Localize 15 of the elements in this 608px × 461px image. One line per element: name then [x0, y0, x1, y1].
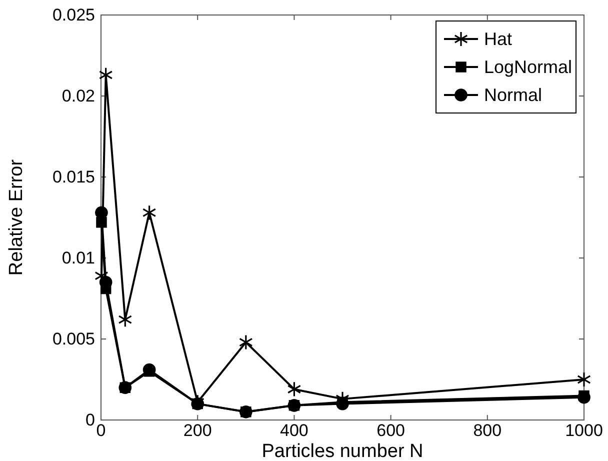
x-tick-label: 400: [280, 421, 308, 440]
y-tick-label: 0.005: [52, 329, 95, 348]
y-axis-title: Relative Error: [6, 158, 27, 276]
x-axis-title: Particles number N: [262, 441, 424, 461]
x-tick-label: 800: [473, 421, 502, 440]
legend-label: Hat: [484, 29, 512, 49]
legend-label: Normal: [484, 85, 542, 105]
y-tick-label: 0.015: [52, 167, 95, 186]
x-tick-label: 600: [376, 421, 405, 440]
x-tick-label: 1000: [565, 421, 603, 440]
y-tick-label: 0.02: [62, 86, 95, 106]
legend-label: LogNormal: [484, 57, 572, 77]
y-tick-label: 0.025: [52, 5, 95, 24]
x-tick-label: 200: [183, 421, 212, 440]
y-tick-label: 0.01: [62, 248, 95, 268]
